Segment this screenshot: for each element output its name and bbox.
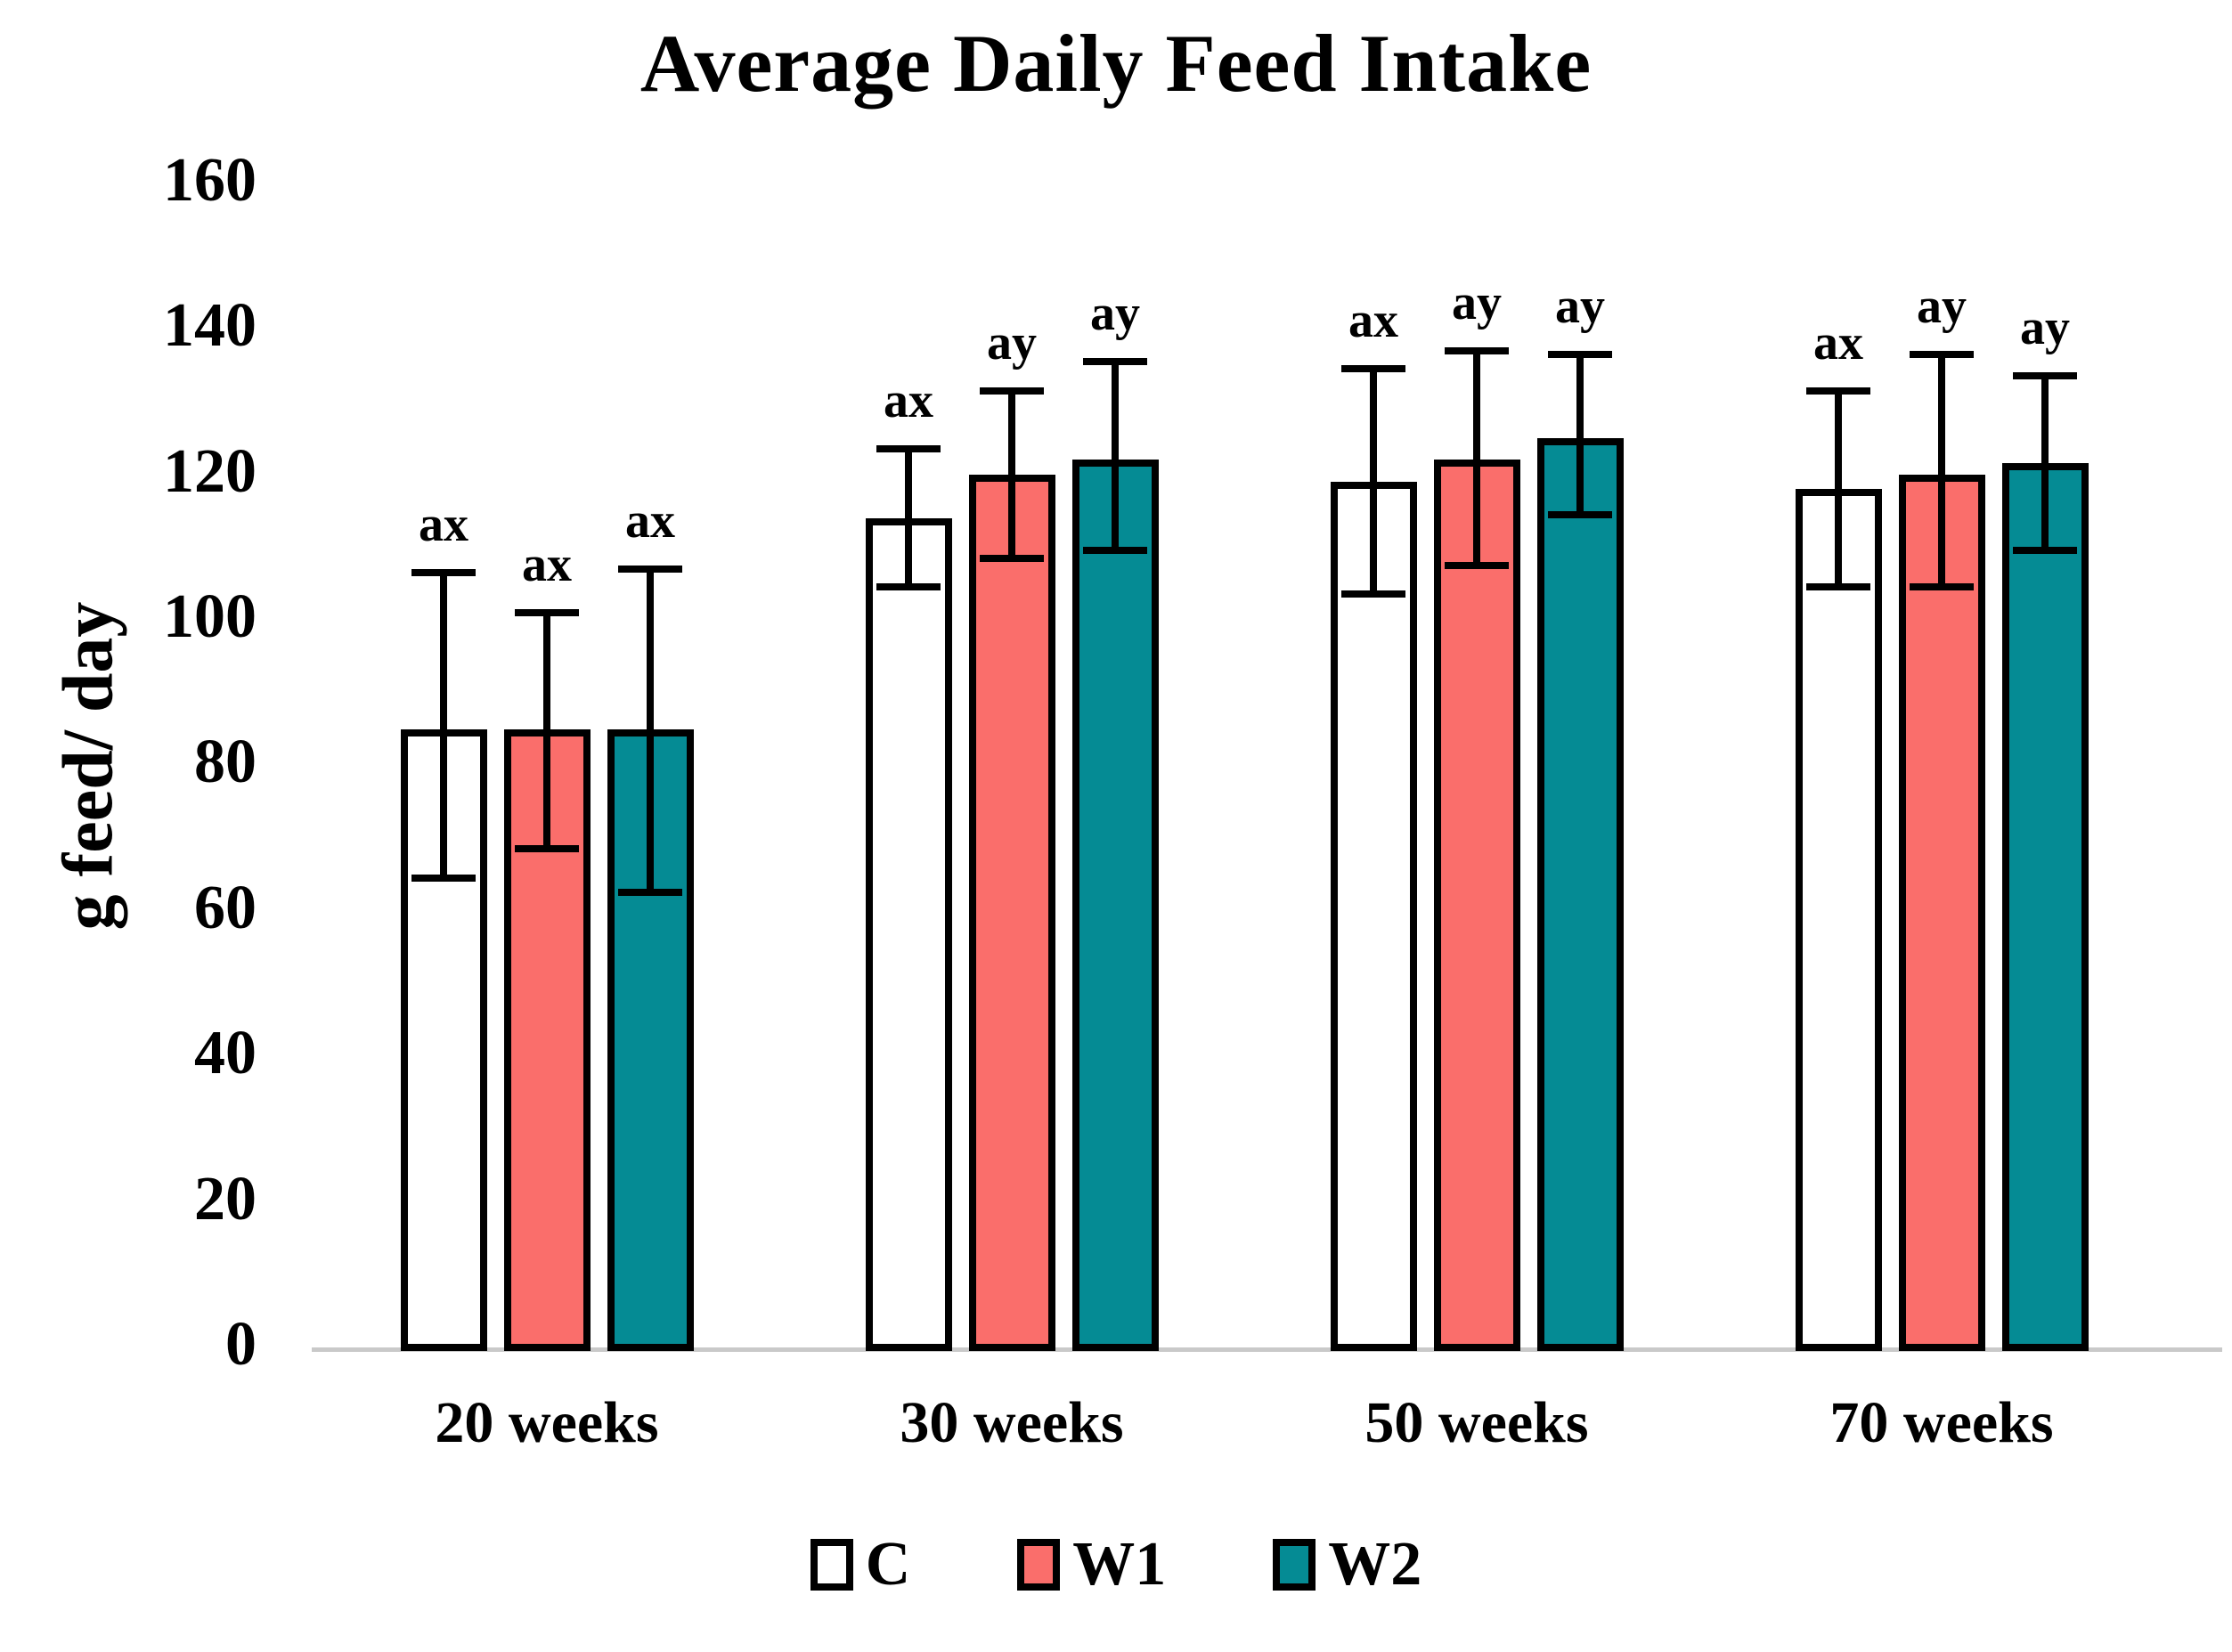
error-cap-bottom-W1-70-weeks (1910, 583, 1974, 591)
significance-label-W2-50-weeks: ay (1555, 278, 1605, 334)
y-tick-40: 40 (194, 1018, 257, 1087)
significance-label-W2-30-weeks: ay (1090, 285, 1140, 341)
legend-label-W2: W2 (1328, 1530, 1422, 1599)
error-cap-top-W1-50-weeks (1445, 346, 1509, 354)
y-tick-20: 20 (194, 1164, 257, 1233)
y-tick-60: 60 (194, 873, 257, 942)
x-label-70-weeks: 70 weeks (1829, 1390, 2054, 1455)
error-cap-bottom-W2-50-weeks (1548, 510, 1612, 518)
bar-C-30-weeks (865, 517, 952, 1351)
legend-item-W2: W2 (1273, 1534, 1421, 1596)
error-cap-top-W2-70-weeks (2013, 372, 2077, 380)
error-bar-W1-20-weeks (543, 608, 550, 853)
error-bar-W2-70-weeks (2041, 372, 2049, 555)
error-bar-W1-50-weeks (1473, 346, 1480, 569)
error-cap-bottom-C-30-weeks (876, 583, 941, 591)
legend-label-C: C (865, 1530, 911, 1599)
error-cap-bottom-W1-50-weeks (1445, 561, 1509, 569)
error-cap-bottom-W1-30-weeks (980, 554, 1044, 562)
error-cap-bottom-W2-30-weeks (1083, 547, 1147, 555)
error-bar-C-70-weeks (1835, 387, 1842, 591)
error-cap-top-W2-50-weeks (1548, 350, 1612, 358)
x-axis-line (312, 1347, 2222, 1352)
bar-C-70-weeks (1795, 488, 1882, 1351)
error-bar-W1-30-weeks (1008, 387, 1015, 562)
error-bar-W1-70-weeks (1938, 350, 1945, 591)
significance-label-C-70-weeks: ax (1813, 314, 1863, 370)
error-bar-W2-50-weeks (1576, 350, 1584, 518)
error-cap-top-W1-30-weeks (980, 387, 1044, 395)
error-bar-C-30-weeks (905, 444, 912, 591)
legend-swatch-W1 (1017, 1539, 1061, 1591)
bar-W1-50-weeks (1433, 460, 1520, 1351)
error-cap-bottom-C-50-weeks (1341, 590, 1405, 598)
y-tick-100: 100 (163, 582, 257, 651)
bar-W2-50-weeks (1536, 437, 1624, 1351)
y-tick-80: 80 (194, 728, 257, 797)
bar-W1-30-weeks (968, 474, 1055, 1351)
error-bar-W2-20-weeks (647, 565, 654, 897)
significance-label-W1-70-weeks: ay (1917, 278, 1967, 334)
error-cap-bottom-W2-20-weeks (618, 889, 682, 897)
bar-W2-30-weeks (1071, 460, 1159, 1351)
significance-label-W2-20-weeks: ax (625, 492, 675, 549)
bar-W2-70-weeks (2001, 463, 2089, 1351)
legend-item-W1: W1 (1017, 1534, 1166, 1596)
x-label-30-weeks: 30 weeks (900, 1390, 1124, 1455)
error-bar-C-20-weeks (440, 568, 447, 883)
significance-label-C-30-weeks: ax (884, 372, 933, 428)
significance-label-C-20-weeks: ax (419, 496, 468, 552)
y-tick-0: 0 (225, 1309, 257, 1379)
error-cap-top-W1-70-weeks (1910, 350, 1974, 358)
legend-label-W1: W1 (1072, 1530, 1167, 1599)
error-cap-bottom-C-70-weeks (1806, 583, 1870, 591)
bar-W1-70-weeks (1898, 474, 1985, 1351)
error-cap-top-C-50-weeks (1341, 365, 1405, 373)
error-cap-top-C-30-weeks (876, 444, 941, 452)
significance-label-W1-30-weeks: ay (987, 314, 1037, 370)
y-tick-120: 120 (163, 436, 257, 506)
error-cap-bottom-W1-20-weeks (515, 845, 579, 853)
legend-swatch-W2 (1273, 1539, 1316, 1591)
error-cap-bottom-C-20-weeks (411, 875, 476, 883)
significance-label-W1-20-weeks: ax (522, 536, 572, 592)
significance-label-W1-50-weeks: ay (1452, 274, 1502, 330)
error-cap-top-C-70-weeks (1806, 387, 1870, 395)
bar-C-50-weeks (1330, 481, 1417, 1351)
legend-item-C: C (810, 1530, 911, 1599)
significance-label-C-50-weeks: ax (1348, 293, 1398, 349)
error-cap-top-C-20-weeks (411, 568, 476, 576)
error-cap-top-W2-20-weeks (618, 565, 682, 573)
error-cap-top-W1-20-weeks (515, 608, 579, 616)
y-tick-140: 140 (163, 290, 257, 360)
significance-label-W2-70-weeks: ay (2020, 300, 2070, 356)
error-bar-W2-30-weeks (1112, 357, 1119, 555)
legend-swatch-C (810, 1539, 853, 1591)
error-cap-bottom-W2-70-weeks (2013, 547, 2077, 555)
legend: C W1 W2 (0, 1534, 2232, 1596)
error-cap-top-W2-30-weeks (1083, 357, 1147, 365)
chart-title: Average Daily Feed Intake (639, 18, 1593, 109)
x-label-20-weeks: 20 weeks (435, 1390, 659, 1455)
x-label-50-weeks: 50 weeks (1364, 1390, 1589, 1455)
y-tick-160: 160 (163, 145, 257, 215)
error-bar-C-50-weeks (1370, 365, 1377, 598)
